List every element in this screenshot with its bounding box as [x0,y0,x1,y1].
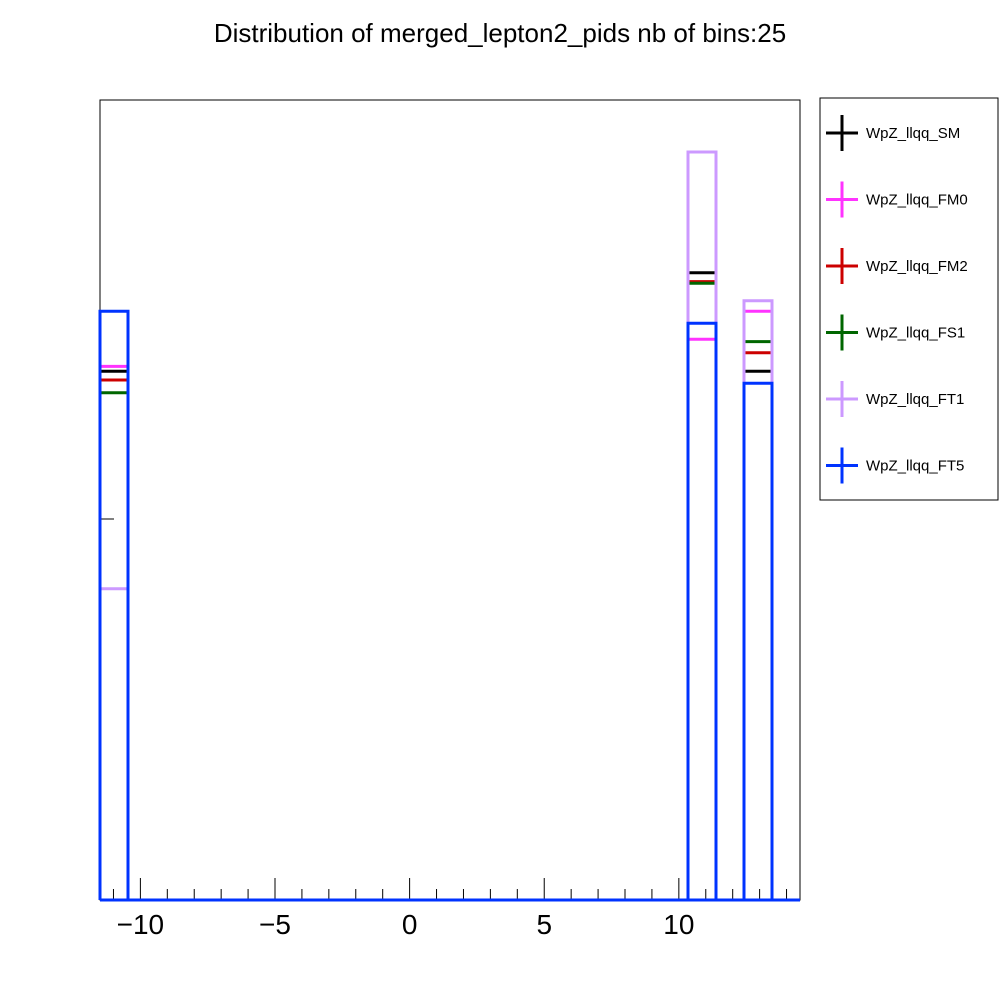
histogram-bin [98,378,130,900]
series-WpZ_llqq_FM2 [98,280,774,900]
histogram-series [98,150,800,902]
x-tick-label: 0 [402,909,418,940]
histogram-bin [98,391,130,900]
histogram-bin [742,351,774,900]
legend-label: WpZ_llqq_FT5 [866,458,964,475]
legend-box [819,97,999,501]
chart-title: Distribution of merged_lepton2_pids nb o… [213,18,787,48]
legend-label: WpZ_llqq_SM [866,125,960,142]
series-WpZ_llqq_FS1 [98,281,774,900]
plot-border [99,99,801,901]
histogram-bin [742,340,774,900]
histogram-bin [98,309,130,900]
histogram-bin [742,299,774,900]
legend-label: WpZ_llqq_FT1 [866,391,964,408]
histogram-bin [742,369,774,900]
legend: WpZ_llqq_SM WpZ_llqq_FM0 WpZ_llqq_FM2 WpZ_l… [819,97,999,501]
histogram-bin [686,337,718,900]
histogram-bin [686,281,718,900]
legend-label: WpZ_llqq_FS1 [866,325,965,342]
legend-entry: WpZ_llqq_FM0 [826,181,968,218]
x-tick-label: 5 [536,909,552,940]
histogram-bin [686,150,718,900]
x-axis: −10 −5 0 5 10 [112,878,788,940]
histogram-bin [742,309,774,900]
x-tick-label: −10 [117,909,165,940]
series-WpZ_llqq_FM0 [98,309,774,900]
series-WpZ_llqq_FT5 [98,309,774,900]
legend-label: WpZ_llqq_FM2 [866,258,968,275]
plot-frame [99,99,801,901]
histogram-bin [742,381,774,900]
histogram-bin [686,280,718,900]
histogram-bin [686,271,718,900]
histogram-bin [98,369,130,900]
series-WpZ_llqq_FT1 [98,150,774,900]
legend-label: WpZ_llqq_FM0 [866,192,968,209]
histogram-bin [98,587,130,900]
x-tick-label: −5 [259,909,291,940]
histogram-bin [98,364,130,900]
x-tick-label: 10 [663,909,694,940]
legend-entry: WpZ_llqq_FM2 [826,248,968,284]
histogram-bin [686,321,718,900]
legend-entry: WpZ_llqq_SM [826,115,960,151]
legend-entry: WpZ_llqq_FT5 [826,447,964,484]
legend-entry: WpZ_llqq_FT1 [826,381,964,417]
legend-entry: WpZ_llqq_FS1 [826,314,965,351]
series-WpZ_llqq_SM [98,271,774,900]
